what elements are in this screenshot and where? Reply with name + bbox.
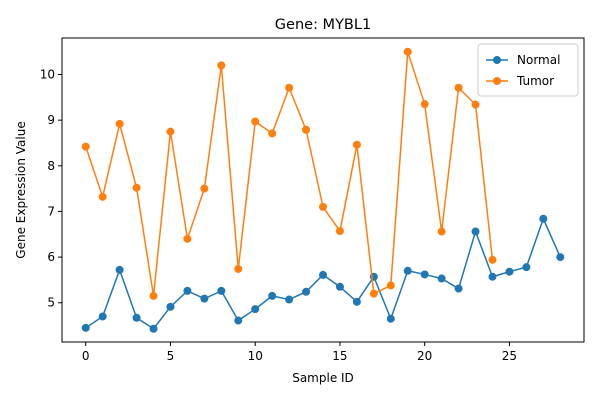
tumor-point bbox=[81, 142, 90, 151]
x-tick-label: 10 bbox=[248, 349, 263, 363]
tumor-point bbox=[234, 264, 243, 273]
y-tick-label: 9 bbox=[47, 113, 55, 127]
normal-point bbox=[505, 267, 514, 276]
y-axis: 5 6 7 8 9 10 bbox=[40, 68, 62, 310]
tumor-point bbox=[335, 227, 344, 236]
normal-point bbox=[81, 323, 90, 332]
normal-point bbox=[183, 286, 192, 295]
tumor-point bbox=[132, 183, 141, 192]
normal-point bbox=[522, 263, 531, 272]
normal-point bbox=[285, 295, 294, 304]
tumor-point bbox=[352, 140, 361, 149]
normal-point bbox=[539, 214, 548, 223]
normal-point bbox=[268, 291, 277, 300]
normal-point bbox=[166, 302, 175, 311]
normal-point bbox=[217, 286, 226, 295]
x-tick-label: 20 bbox=[417, 349, 432, 363]
x-tick-label: 25 bbox=[502, 349, 517, 363]
tumor-point bbox=[319, 202, 327, 211]
normal-point bbox=[386, 314, 395, 323]
tumor-point bbox=[302, 125, 311, 134]
tumor-point bbox=[403, 47, 412, 56]
y-tick-label: 6 bbox=[47, 250, 55, 264]
normal-point bbox=[132, 313, 141, 322]
tumor-point bbox=[369, 289, 378, 298]
series-layer bbox=[81, 47, 565, 333]
normal-point bbox=[302, 287, 311, 296]
normal-point bbox=[149, 324, 158, 333]
normal-point bbox=[403, 266, 412, 275]
normal-point bbox=[200, 294, 209, 303]
tumor-point bbox=[437, 227, 446, 236]
x-axis: 0 5 10 15 20 25 bbox=[82, 342, 517, 363]
normal-point bbox=[319, 270, 327, 279]
normal-point bbox=[352, 297, 361, 306]
normal-point bbox=[437, 274, 446, 283]
tumor-point bbox=[115, 119, 124, 128]
tumor-point bbox=[251, 117, 260, 126]
tumor-point bbox=[386, 281, 395, 290]
y-axis-title: Gene Expression Value bbox=[14, 121, 28, 258]
normal-point bbox=[234, 316, 243, 325]
y-tick-label: 8 bbox=[47, 159, 55, 173]
tumor-point bbox=[200, 184, 209, 193]
plot-area bbox=[61, 37, 585, 343]
normal-point bbox=[471, 227, 480, 236]
y-tick-label: 10 bbox=[40, 68, 55, 82]
legend-marker-tumor bbox=[493, 77, 501, 85]
tumor-point bbox=[488, 255, 497, 264]
legend-label-tumor: Tumor bbox=[516, 74, 554, 88]
tumor-point bbox=[420, 100, 429, 109]
y-tick-label: 5 bbox=[47, 296, 55, 310]
legend: Normal Tumor bbox=[477, 43, 579, 97]
tumor-point bbox=[217, 61, 226, 70]
tumor-point bbox=[98, 192, 107, 201]
tumor-point bbox=[285, 83, 294, 92]
normal-point bbox=[335, 282, 344, 291]
y-tick-label: 7 bbox=[47, 204, 55, 218]
tumor-point bbox=[183, 234, 192, 243]
tumor-point bbox=[166, 127, 175, 136]
legend-label-normal: Normal bbox=[517, 53, 560, 67]
legend-marker-normal bbox=[493, 56, 501, 64]
tumor-point bbox=[268, 129, 277, 138]
normal-point bbox=[115, 265, 124, 274]
normal-point bbox=[420, 270, 429, 279]
normal-point bbox=[556, 253, 565, 262]
normal-point bbox=[251, 305, 260, 314]
tumor-point bbox=[454, 83, 463, 92]
normal-point bbox=[488, 272, 497, 281]
normal-point bbox=[454, 284, 463, 293]
chart-title: Gene: MYBL1 bbox=[275, 17, 371, 33]
x-tick-label: 15 bbox=[332, 349, 347, 363]
normal-point bbox=[98, 312, 107, 321]
tumor-point bbox=[149, 291, 158, 300]
legend-box bbox=[477, 43, 579, 97]
x-axis-title: Sample ID bbox=[292, 371, 354, 385]
tumor-point bbox=[471, 100, 480, 109]
x-tick-label: 0 bbox=[82, 349, 90, 363]
x-tick-label: 5 bbox=[167, 349, 175, 363]
